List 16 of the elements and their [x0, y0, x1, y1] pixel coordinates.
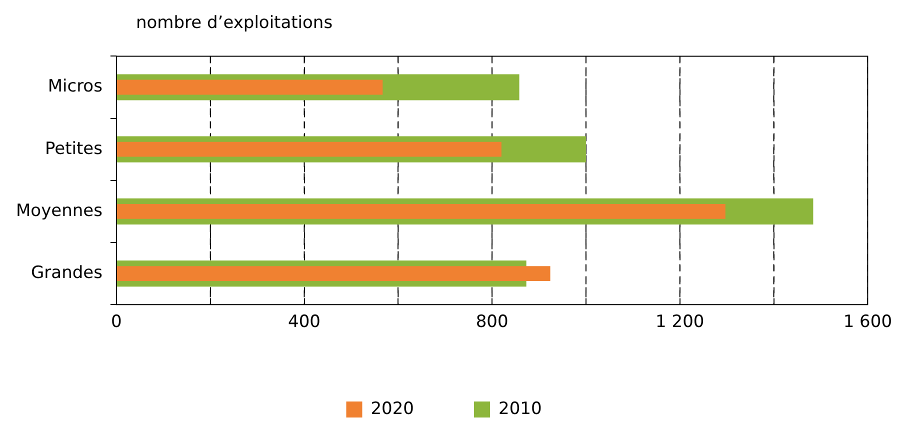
y-tick-label: Petites: [44, 138, 103, 159]
x-tick-label: 800: [476, 312, 508, 332]
legend-label: 2010: [498, 398, 542, 419]
x-tick-label: 1 600: [843, 312, 892, 332]
bar: [116, 80, 383, 95]
y-tick-label: Micros: [48, 76, 103, 97]
y-tick-label: Moyennes: [16, 200, 103, 221]
x-tick-label: 400: [288, 312, 320, 332]
legend-label: 2020: [370, 398, 414, 419]
bar: [116, 142, 502, 157]
x-axis-title: nombre d’exploitations: [135, 12, 334, 35]
x-tick-label: 0: [111, 312, 122, 332]
y-tick-label: Grandes: [30, 262, 103, 283]
bar: [116, 204, 726, 219]
bar: [116, 266, 550, 281]
x-tick-label: 1 200: [656, 312, 704, 332]
